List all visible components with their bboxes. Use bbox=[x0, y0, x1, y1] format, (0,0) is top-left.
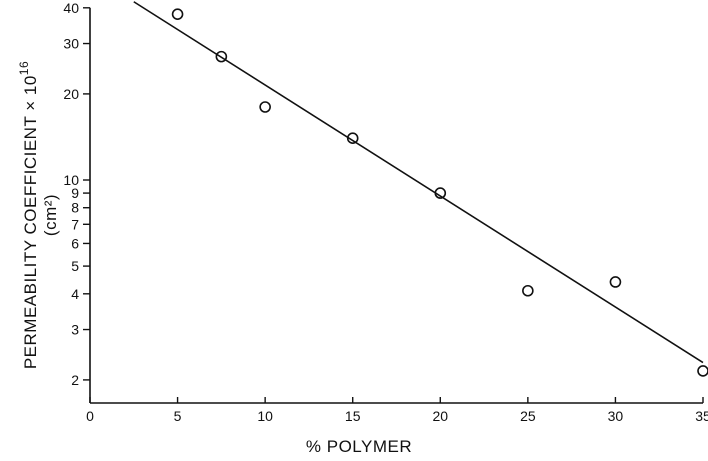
y-axis-title-exponent: 16 bbox=[17, 61, 31, 75]
x-tick-label: 0 bbox=[86, 408, 94, 424]
y-tick-label: 5 bbox=[71, 258, 79, 274]
y-tick-label: 4 bbox=[71, 286, 79, 302]
x-tick-label: 35 bbox=[695, 408, 708, 424]
data-point bbox=[697, 365, 708, 377]
data-point bbox=[215, 50, 228, 63]
y-axis-title: PERMEABILITY COEFFICIENT × 1016 bbox=[17, 61, 40, 369]
data-point bbox=[259, 101, 271, 113]
y-tick-label: 2 bbox=[71, 372, 79, 388]
x-tick-label: 15 bbox=[345, 408, 361, 424]
y-tick-label: 10 bbox=[63, 172, 79, 188]
x-tick-label: 5 bbox=[174, 408, 182, 424]
data-point bbox=[346, 132, 359, 145]
y-tick-label: 40 bbox=[63, 0, 79, 16]
data-points bbox=[171, 8, 708, 377]
x-axis-title: % POLYMER bbox=[306, 437, 412, 456]
y-axis-title-main: PERMEABILITY COEFFICIENT × 10 bbox=[21, 75, 40, 369]
y-tick-label: 20 bbox=[63, 86, 79, 102]
data-point bbox=[609, 276, 622, 288]
fit-line bbox=[133, 1, 704, 364]
x-axis-ticks: 0 5 10 15 20 25 30 35 bbox=[86, 397, 708, 424]
data-point bbox=[434, 187, 447, 199]
y-tick-label: 8 bbox=[71, 200, 79, 216]
y-axis-title-group: PERMEABILITY COEFFICIENT × 1016 (cm²) bbox=[17, 61, 60, 369]
x-tick-label: 20 bbox=[432, 408, 448, 424]
y-tick-label: 9 bbox=[71, 185, 79, 201]
y-tick-label: 7 bbox=[71, 216, 79, 232]
y-tick-label: 3 bbox=[71, 322, 79, 338]
y-tick-label: 6 bbox=[71, 235, 79, 251]
x-tick-label: 30 bbox=[608, 408, 624, 424]
y-tick-label: 30 bbox=[63, 36, 79, 52]
x-tick-label: 25 bbox=[520, 408, 536, 424]
axes bbox=[89, 7, 703, 404]
x-tick-label: 10 bbox=[257, 408, 273, 424]
data-point bbox=[522, 284, 534, 297]
data-point bbox=[171, 8, 184, 20]
y-axis-units: (cm²) bbox=[41, 194, 60, 236]
fit-line-group bbox=[133, 1, 704, 364]
